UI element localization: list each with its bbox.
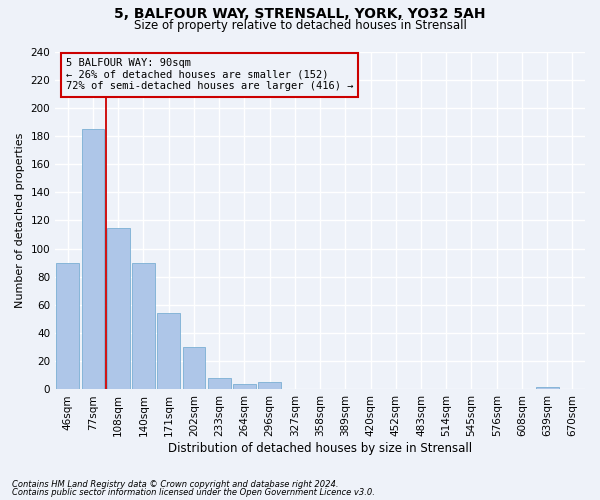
Text: Size of property relative to detached houses in Strensall: Size of property relative to detached ho… <box>134 18 466 32</box>
Bar <box>132 262 155 390</box>
Y-axis label: Number of detached properties: Number of detached properties <box>15 133 25 308</box>
Bar <box>157 314 180 390</box>
Bar <box>182 347 205 390</box>
Bar <box>233 384 256 390</box>
Text: 5 BALFOUR WAY: 90sqm
← 26% of detached houses are smaller (152)
72% of semi-deta: 5 BALFOUR WAY: 90sqm ← 26% of detached h… <box>66 58 353 92</box>
Text: 5, BALFOUR WAY, STRENSALL, YORK, YO32 5AH: 5, BALFOUR WAY, STRENSALL, YORK, YO32 5A… <box>114 8 486 22</box>
X-axis label: Distribution of detached houses by size in Strensall: Distribution of detached houses by size … <box>168 442 472 455</box>
Bar <box>56 262 79 390</box>
Bar <box>107 228 130 390</box>
Text: Contains HM Land Registry data © Crown copyright and database right 2024.: Contains HM Land Registry data © Crown c… <box>12 480 338 489</box>
Bar <box>208 378 230 390</box>
Text: Contains public sector information licensed under the Open Government Licence v3: Contains public sector information licen… <box>12 488 375 497</box>
Bar <box>536 386 559 390</box>
Bar <box>258 382 281 390</box>
Bar <box>82 129 104 390</box>
